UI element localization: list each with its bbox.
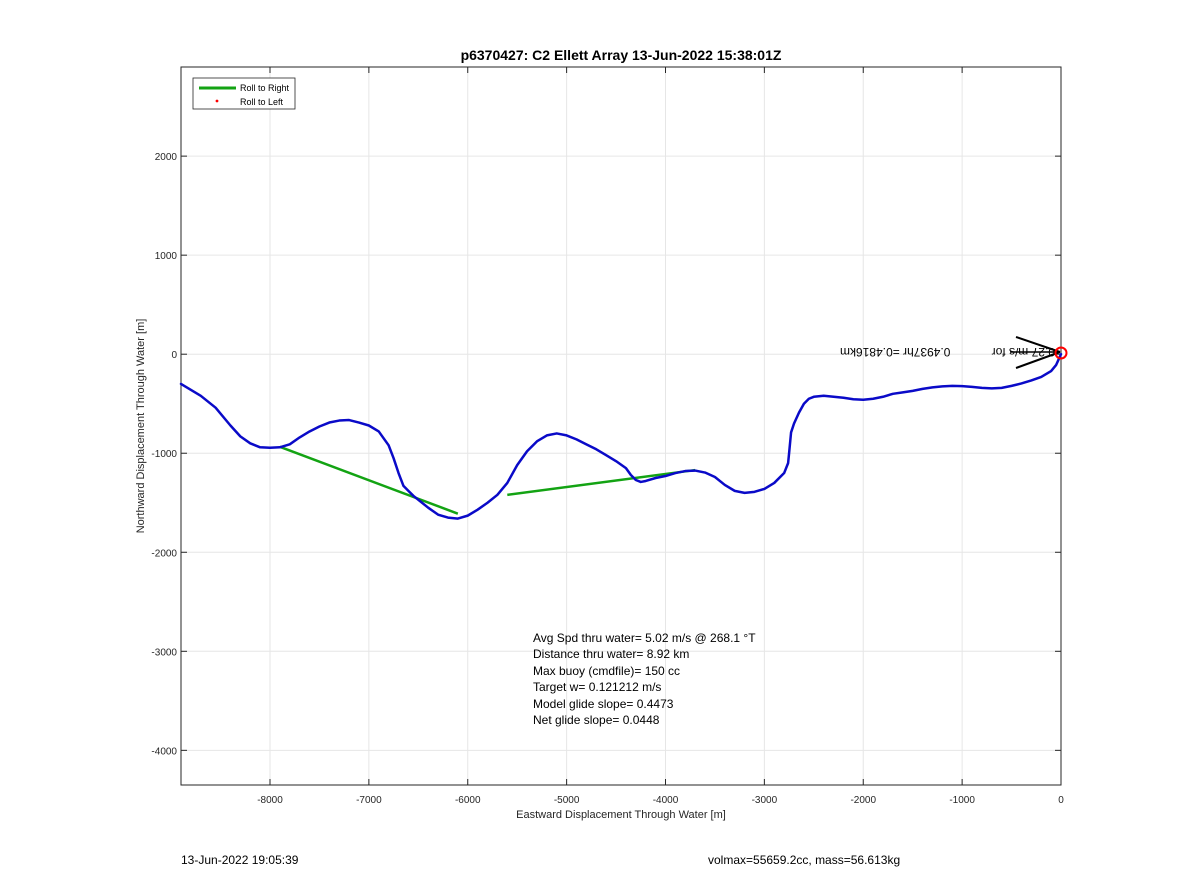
- annotation-net-glide-slope: Net glide slope= 0.0448: [533, 713, 660, 727]
- current-arrow: 0.27 m/s for 0.4937hr =0.4816km: [840, 336, 1068, 369]
- annotation-distance: Distance thru water= 8.92 km: [533, 647, 689, 661]
- arrow-label-prefix: 0.27 m/s for: [992, 345, 1055, 359]
- y-tick-label: -3000: [151, 647, 177, 658]
- track-line: [179, 352, 1063, 520]
- legend-box: [192, 77, 296, 110]
- annotation-max-buoy: Max buoy (cmdfile)= 150 cc: [533, 664, 680, 678]
- legend-roll-left-label: Roll to Left: [240, 97, 284, 107]
- y-tick-label: 2000: [155, 152, 178, 163]
- y-tick-label: -2000: [151, 548, 177, 559]
- x-tick-label: -8000: [257, 795, 283, 806]
- y-tick-label: 0: [171, 350, 177, 361]
- plot-area-frame: [180, 66, 1062, 786]
- roll-right-segment: [279, 445, 459, 515]
- x-tick-label: -7000: [356, 795, 382, 806]
- y-tick-label: -1000: [151, 449, 177, 460]
- stats-annotations: Avg Spd thru water= 5.02 m/s @ 268.1 °T …: [533, 631, 756, 727]
- x-tick-label: -4000: [653, 795, 679, 806]
- arrow-head-lower: [1015, 351, 1061, 369]
- x-tick-label: -3000: [752, 795, 778, 806]
- legend-roll-right-label: Roll to Right: [240, 83, 290, 93]
- y-tick-label: 1000: [155, 251, 178, 262]
- arrow-head-upper: [1015, 336, 1061, 353]
- footer-timestamp: 13-Jun-2022 19:05:39: [181, 853, 299, 867]
- y-tick-label: -4000: [151, 746, 177, 757]
- x-tick-label: -6000: [455, 795, 481, 806]
- annotation-avg-speed: Avg Spd thru water= 5.02 m/s @ 268.1 °T: [533, 631, 756, 645]
- end-position-marker: [1054, 346, 1068, 360]
- chart-title: p6370427: C2 Ellett Array 13-Jun-2022 15…: [461, 47, 782, 63]
- chart-marks: [179, 352, 1063, 520]
- roll-right-segment: [507, 468, 696, 497]
- grid-lines: [181, 67, 1062, 785]
- annotation-target-w: Target w= 0.121212 m/s: [533, 680, 661, 694]
- x-tick-label: -5000: [554, 795, 580, 806]
- x-tick-label: -1000: [949, 795, 975, 806]
- legend-roll-left-swatch: [215, 99, 219, 103]
- x-axis-label: Eastward Displacement Through Water [m]: [516, 809, 726, 821]
- legend: Roll to Right Roll to Left: [192, 77, 296, 110]
- footer-volmax-mass: volmax=55659.2cc, mass=56.613kg: [708, 853, 901, 867]
- annotation-model-glide-slope: Model glide slope= 0.4473: [533, 697, 674, 711]
- y-axis-label: Northward Displacement Through Water [m]: [135, 319, 147, 534]
- x-tick-label: -2000: [850, 795, 876, 806]
- arrow-label: 0.4937hr =0.4816km: [840, 345, 950, 359]
- axis-ticks: -8000 -7000 -6000 -5000 -4000 -3000 -2000 -1000…: [151, 67, 1064, 806]
- x-tick-label: 0: [1058, 795, 1064, 806]
